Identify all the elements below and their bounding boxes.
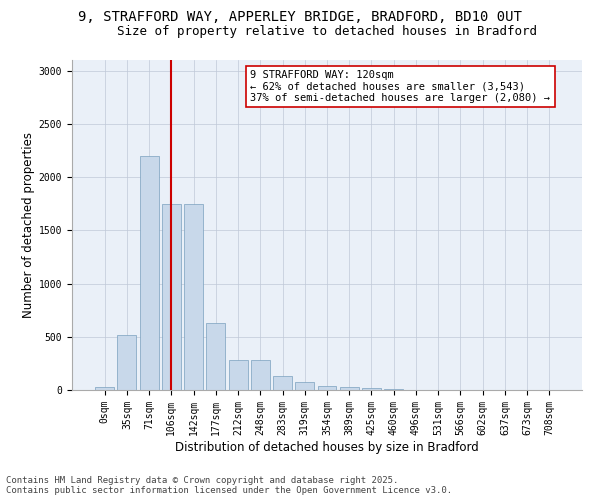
Title: Size of property relative to detached houses in Bradford: Size of property relative to detached ho… bbox=[117, 25, 537, 38]
Bar bbox=[340, 388, 359, 390]
Bar bbox=[140, 156, 158, 390]
Bar bbox=[184, 204, 203, 390]
Text: 9, STRAFFORD WAY, APPERLEY BRIDGE, BRADFORD, BD10 0UT: 9, STRAFFORD WAY, APPERLEY BRIDGE, BRADF… bbox=[78, 10, 522, 24]
Bar bbox=[317, 386, 337, 390]
Bar bbox=[162, 204, 181, 390]
Bar bbox=[229, 360, 248, 390]
Bar bbox=[95, 388, 114, 390]
X-axis label: Distribution of detached houses by size in Bradford: Distribution of detached houses by size … bbox=[175, 440, 479, 454]
Bar bbox=[362, 388, 381, 390]
Bar bbox=[273, 376, 292, 390]
Bar bbox=[251, 360, 270, 390]
Text: Contains HM Land Registry data © Crown copyright and database right 2025.
Contai: Contains HM Land Registry data © Crown c… bbox=[6, 476, 452, 495]
Bar bbox=[295, 382, 314, 390]
Bar bbox=[118, 334, 136, 390]
Bar bbox=[384, 389, 403, 390]
Text: 9 STRAFFORD WAY: 120sqm
← 62% of detached houses are smaller (3,543)
37% of semi: 9 STRAFFORD WAY: 120sqm ← 62% of detache… bbox=[251, 70, 551, 103]
Y-axis label: Number of detached properties: Number of detached properties bbox=[22, 132, 35, 318]
Bar bbox=[206, 323, 225, 390]
